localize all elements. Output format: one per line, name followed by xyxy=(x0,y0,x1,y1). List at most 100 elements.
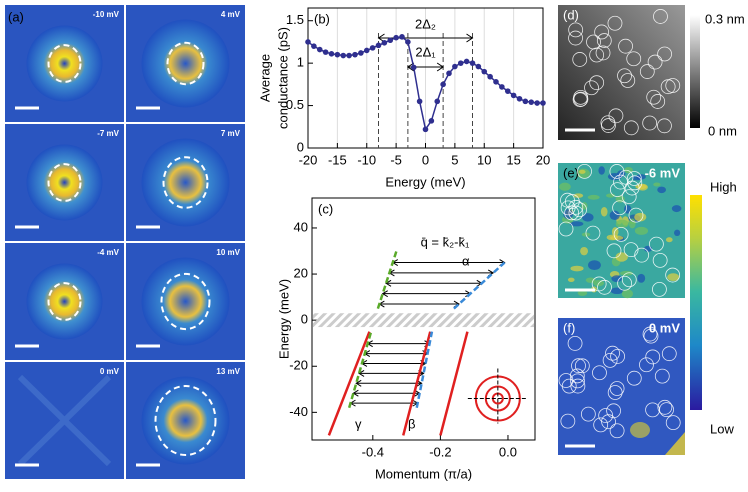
annotation: 2Δ₂ xyxy=(415,16,436,31)
data-point xyxy=(463,58,470,65)
colorbar-label: Low xyxy=(710,421,734,436)
texture xyxy=(628,218,636,229)
map-image xyxy=(558,318,685,455)
data-point xyxy=(387,37,394,44)
colorbar xyxy=(690,15,700,128)
q-arrow xyxy=(378,300,460,308)
data-point xyxy=(540,100,546,106)
defect-marker xyxy=(623,120,639,136)
texture xyxy=(634,226,649,235)
texture xyxy=(559,182,571,191)
defect-marker xyxy=(626,370,642,386)
defect-marker xyxy=(606,243,622,259)
defect-marker xyxy=(649,236,664,252)
bias-label: -4 mV xyxy=(97,248,119,257)
defect-marker xyxy=(626,171,642,186)
defect-marker xyxy=(628,207,644,223)
colorbar-label: 0 nm xyxy=(708,123,737,138)
defect-marker xyxy=(574,358,590,374)
defect-marker xyxy=(646,89,662,105)
panel-label: (a) xyxy=(8,9,24,24)
texture xyxy=(598,166,605,175)
texture xyxy=(673,229,681,237)
defect-marker xyxy=(571,358,586,374)
colorbar-label: High xyxy=(710,179,737,194)
defect-marker xyxy=(608,108,624,124)
defect-marker xyxy=(586,34,601,50)
y-axis-label: conductance (pS) xyxy=(275,27,290,129)
dashed-contour xyxy=(47,163,82,202)
defect-marker xyxy=(589,75,605,91)
y-axis-label: Energy (meV) xyxy=(276,279,291,359)
defect-marker xyxy=(660,79,676,95)
defect-marker xyxy=(612,200,627,216)
defect-marker xyxy=(560,192,575,208)
data-point xyxy=(422,126,429,133)
defect-marker xyxy=(610,349,626,364)
defect-marker xyxy=(650,94,666,109)
defect-marker xyxy=(573,89,589,105)
x-tick-label: -10 xyxy=(357,152,376,167)
intensity-blob xyxy=(141,138,230,227)
dashed-contour xyxy=(47,44,82,83)
data-point xyxy=(534,100,540,106)
bright-spot xyxy=(665,432,685,455)
x-tick-label: 0 xyxy=(422,152,429,167)
texture xyxy=(615,219,629,228)
data-point xyxy=(446,70,452,77)
texture xyxy=(569,221,584,227)
defect-marker xyxy=(665,78,681,93)
defect-marker xyxy=(572,52,588,67)
data-point xyxy=(334,51,341,58)
panel-label: (e) xyxy=(563,165,579,180)
defect-marker xyxy=(639,357,654,373)
x-tick-label: 10 xyxy=(477,152,491,167)
band-line xyxy=(415,331,434,408)
defect-marker xyxy=(592,365,607,381)
defect-marker xyxy=(652,281,667,297)
defect-marker xyxy=(593,417,609,433)
q-arrow xyxy=(366,340,431,348)
defect-marker xyxy=(652,252,668,268)
defect-marker xyxy=(595,45,611,61)
inset-axes xyxy=(467,368,528,424)
defect-marker xyxy=(624,180,640,196)
defect-marker xyxy=(665,267,681,283)
bias-label: 4 mV xyxy=(221,10,241,19)
data-point xyxy=(528,99,535,105)
x-tick-label: -0.4 xyxy=(362,444,384,459)
data-point xyxy=(510,92,517,99)
dashed-contour xyxy=(160,272,211,331)
texture xyxy=(609,210,620,220)
data-point xyxy=(358,50,364,56)
data-point xyxy=(305,39,311,45)
data-point xyxy=(522,98,529,105)
texture xyxy=(600,207,608,217)
defect-marker xyxy=(654,368,670,384)
defect-marker xyxy=(568,22,584,38)
data-point xyxy=(352,51,358,58)
hatched-band xyxy=(313,313,534,328)
dashed-contour xyxy=(154,385,217,456)
data-point xyxy=(469,60,476,66)
texture xyxy=(621,289,633,299)
data-point xyxy=(493,79,499,85)
panel-label: (f) xyxy=(563,320,575,335)
data-point xyxy=(416,98,423,105)
defect-marker xyxy=(568,30,583,46)
defect-marker xyxy=(602,352,618,368)
defect-marker xyxy=(657,399,673,415)
y-tick-label: 40 xyxy=(294,219,308,234)
data-point xyxy=(434,98,441,105)
texture xyxy=(580,246,588,256)
defect-marker xyxy=(653,9,668,24)
texture xyxy=(615,252,628,262)
band-line xyxy=(439,331,469,436)
texture xyxy=(653,182,661,187)
colorbar xyxy=(690,195,702,410)
defect-marker xyxy=(621,189,637,205)
band-line xyxy=(453,261,506,310)
data-point xyxy=(504,88,511,94)
defect-marker xyxy=(561,378,577,394)
bias-label: -7 mV xyxy=(97,129,119,138)
